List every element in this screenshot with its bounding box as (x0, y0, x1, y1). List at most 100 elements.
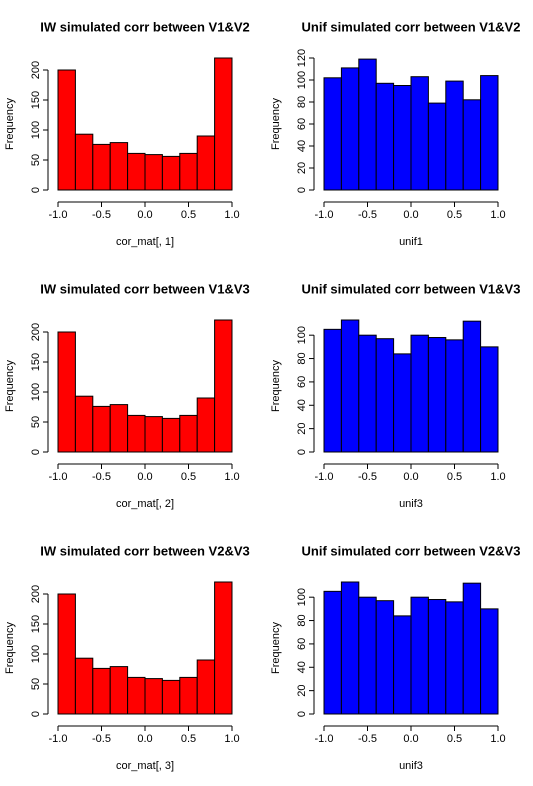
histogram-bar (214, 581, 233, 715)
y-tick-label: 200 (30, 585, 42, 603)
histogram-bar (179, 414, 198, 453)
y-tick-label: 80 (296, 96, 308, 108)
x-tick-label: 0.5 (181, 733, 196, 745)
histogram-bar (340, 581, 360, 715)
x-axis-label: cor_mat[, 3] (116, 760, 174, 772)
y-tick-label: 50 (30, 416, 42, 428)
y-tick-label: 40 (296, 661, 308, 673)
x-tick-label: 1.0 (490, 471, 505, 483)
histogram-bar (375, 82, 395, 191)
y-tick-label: 0 (30, 187, 42, 193)
histogram-bar (427, 102, 447, 191)
y-tick-label: 60 (296, 638, 308, 650)
chart-title: IW simulated corr between V2&V3 (40, 543, 250, 558)
x-tick-label: 1.0 (224, 471, 239, 483)
histogram-bar (375, 338, 395, 453)
histogram-bar (196, 659, 216, 715)
histogram-bar (74, 657, 94, 715)
x-tick-label: 0.0 (137, 209, 152, 221)
x-tick-label: 0.0 (137, 733, 152, 745)
histogram-bar (358, 596, 377, 715)
chart-title: Unif simulated corr between V1&V3 (302, 281, 521, 296)
x-tick-label: 0.0 (403, 733, 418, 745)
chart-title: Unif simulated corr between V1&V2 (302, 19, 521, 34)
y-tick-label: 100 (30, 121, 42, 139)
y-tick-label: 100 (296, 326, 308, 344)
x-tick-label: -0.5 (358, 733, 377, 745)
histogram-bar (144, 678, 163, 715)
x-tick-label: 0.5 (447, 209, 462, 221)
y-tick-label: 150 (30, 615, 42, 633)
histogram-bar (92, 667, 111, 715)
histogram-bar (340, 67, 360, 191)
histogram-bar (427, 599, 447, 715)
x-tick-label: -0.5 (92, 209, 111, 221)
histogram-bar (214, 57, 233, 191)
histogram-bar (480, 75, 499, 191)
histogram-bar (462, 320, 482, 453)
y-tick-label: 200 (30, 323, 42, 341)
y-tick-label: 0 (30, 449, 42, 455)
histogram-bar (214, 319, 233, 453)
histogram-bar (144, 416, 163, 453)
x-tick-label: 1.0 (224, 209, 239, 221)
y-tick-label: 50 (30, 678, 42, 690)
histogram-bar (179, 676, 198, 715)
histogram-bar (196, 397, 216, 453)
y-tick-label: 80 (296, 352, 308, 364)
x-axis-label: cor_mat[, 1] (116, 236, 174, 248)
histogram-bar (74, 133, 94, 191)
y-tick-label: 150 (30, 353, 42, 371)
y-tick-label: 150 (30, 91, 42, 109)
histogram-bar (393, 615, 412, 715)
x-tick-label: -1.0 (49, 209, 68, 221)
x-tick-label: -0.5 (358, 209, 377, 221)
y-tick-label: 20 (296, 423, 308, 435)
x-tick-label: -0.5 (92, 471, 111, 483)
histogram-bar (127, 676, 146, 715)
y-tick-label: 0 (30, 711, 42, 717)
y-axis-label: Frequency (4, 622, 16, 674)
histogram-bar (57, 593, 76, 715)
histogram-bar (127, 414, 146, 453)
y-tick-label: 100 (30, 645, 42, 663)
y-tick-label: 100 (296, 71, 308, 89)
y-axis-label: Frequency (4, 98, 16, 150)
chart-title: Unif simulated corr between V2&V3 (302, 543, 521, 558)
x-tick-label: -1.0 (315, 471, 334, 483)
y-tick-label: 0 (296, 711, 308, 717)
y-tick-label: 100 (296, 588, 308, 606)
histogram-bar (393, 85, 412, 191)
chart-title: IW simulated corr between V1&V3 (40, 281, 250, 296)
histogram-bar (445, 601, 464, 715)
histogram-bar (480, 346, 499, 453)
y-axis-label: Frequency (4, 360, 16, 412)
y-tick-label: 40 (296, 140, 308, 152)
x-axis-label: cor_mat[, 2] (116, 498, 174, 510)
histogram-bar (445, 339, 464, 453)
histogram-bar (92, 143, 111, 191)
x-tick-label: 0.5 (447, 733, 462, 745)
x-tick-label: 0.0 (403, 209, 418, 221)
histogram-bar (358, 58, 377, 191)
histogram-bar (323, 590, 342, 715)
x-tick-label: -1.0 (315, 733, 334, 745)
y-tick-label: 20 (296, 162, 308, 174)
x-tick-label: 0.5 (447, 471, 462, 483)
x-tick-label: 1.0 (490, 733, 505, 745)
x-tick-label: -1.0 (49, 733, 68, 745)
x-axis-label: unif3 (399, 498, 423, 510)
x-tick-label: -0.5 (92, 733, 111, 745)
histogram-bar (462, 99, 482, 191)
histogram-bar (161, 679, 181, 715)
y-tick-label: 0 (296, 449, 308, 455)
histogram-bar (161, 155, 181, 191)
histogram-bar (144, 154, 163, 191)
y-tick-label: 60 (296, 118, 308, 130)
x-tick-label: 0.5 (181, 471, 196, 483)
histogram-bar (196, 135, 216, 191)
histogram-bar (323, 328, 342, 453)
y-axis-label: Frequency (270, 622, 282, 674)
